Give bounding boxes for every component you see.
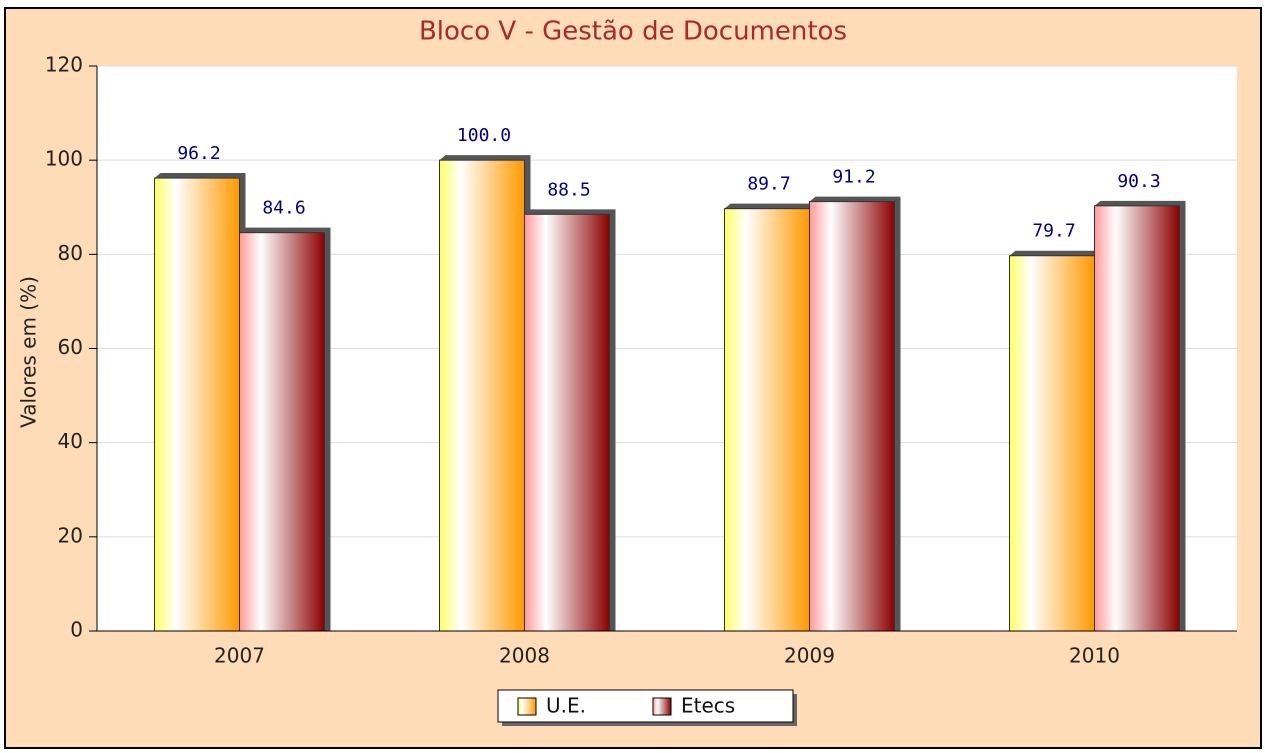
y-axis-label: Valores em (%) [17, 276, 41, 428]
bar [154, 177, 240, 632]
legend-swatch [517, 697, 537, 716]
y-tick-label: 20 [58, 523, 83, 547]
legend-swatch [652, 697, 672, 716]
legend-label: U.E. [546, 694, 586, 718]
bar [439, 159, 525, 632]
data-label: 96.2 [177, 143, 220, 164]
y-tick-label: 0 [70, 618, 83, 642]
data-label: 100.0 [457, 125, 511, 146]
x-tick-label: 2008 [499, 644, 550, 668]
legend-label: Etecs [681, 694, 735, 718]
y-tick-label: 40 [58, 429, 83, 453]
x-tick-label: 2010 [1069, 644, 1120, 668]
y-tick-label: 100 [45, 147, 83, 171]
x-tick-label: 2007 [214, 644, 265, 668]
bar [1094, 205, 1180, 632]
bar [524, 213, 610, 632]
bar [1009, 255, 1095, 632]
bar [809, 201, 895, 632]
bar [239, 232, 325, 632]
bar [724, 208, 810, 632]
legend-box [497, 689, 794, 723]
y-tick-label: 60 [58, 335, 83, 359]
data-label: 91.2 [832, 167, 875, 188]
x-tick-label: 2009 [784, 644, 835, 668]
data-label: 84.6 [262, 198, 305, 219]
data-label: 88.5 [547, 179, 590, 200]
data-label: 79.7 [1032, 221, 1075, 242]
y-tick-label: 120 [45, 53, 83, 77]
data-label: 90.3 [1117, 171, 1160, 192]
y-tick-label: 80 [58, 241, 83, 265]
chart-title: Bloco V - Gestão de Documentos [419, 17, 847, 47]
data-label: 89.7 [747, 174, 790, 195]
